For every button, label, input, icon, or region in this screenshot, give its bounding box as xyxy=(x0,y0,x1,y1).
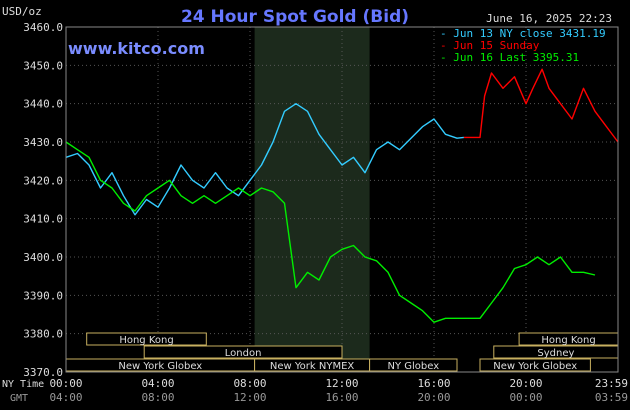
session-bar: London xyxy=(143,345,343,359)
session-bar: Hong Kong xyxy=(518,332,619,346)
y-tick-label: 3420.0 xyxy=(23,174,63,187)
x-tick-label-gmt: 20:00 xyxy=(417,391,450,404)
ny-time-label: NY Time xyxy=(2,379,44,390)
session-bar: Hong Kong xyxy=(86,332,207,346)
x-tick-label-gmt: 04:00 xyxy=(49,391,82,404)
x-tick-label-ny: 08:00 xyxy=(233,377,266,390)
y-tick-label: 3410.0 xyxy=(23,213,63,226)
x-tick-label-ny: 23:59 xyxy=(595,377,628,390)
gmt-label: GMT xyxy=(10,393,28,404)
nymex-session-shade xyxy=(254,27,370,372)
x-tick-label-ny: 20:00 xyxy=(509,377,542,390)
session-bar: NY Globex xyxy=(369,358,458,372)
session-label: London xyxy=(225,348,262,359)
session-label: NY Globex xyxy=(387,361,439,372)
y-tick-label: 3400.0 xyxy=(23,251,63,264)
x-tick-label-ny: 00:00 xyxy=(49,377,82,390)
x-tick-label-ny: 12:00 xyxy=(325,377,358,390)
session-label: New York Globex xyxy=(493,361,577,372)
legend-entry: - Jun 16 Last 3395.31 xyxy=(440,51,579,64)
session-bar: New York Globex xyxy=(479,358,591,372)
x-tick-label-gmt: 08:00 xyxy=(141,391,174,404)
session-box xyxy=(479,358,591,372)
session-label: Sydney xyxy=(537,348,574,359)
chart-title: 24 Hour Spot Gold (Bid) xyxy=(181,7,409,27)
y-axis-unit: USD/oz xyxy=(2,5,42,18)
legend-entry: - Jun 15 Sunday xyxy=(440,39,540,52)
legend: - Jun 13 NY close 3431.19- Jun 15 Sunday… xyxy=(440,27,606,64)
plot-frame xyxy=(65,26,619,373)
session-bar: New York NYMEX xyxy=(254,358,371,372)
session-bar: Sydney xyxy=(493,345,619,359)
watermark: www.kitco.com xyxy=(68,39,205,58)
y-tick-label: 3380.0 xyxy=(23,328,63,341)
x-tick-label-gmt: 12:00 xyxy=(233,391,266,404)
series-line xyxy=(65,141,596,323)
y-axis-labels: 3460.0 3450.0 3440.0 3430.0 3420.0 3410.0 3400… xyxy=(23,21,63,379)
session-label: Hong Kong xyxy=(119,335,173,346)
y-tick-label: 3390.0 xyxy=(23,289,63,302)
x-axis-labels: 00:00 04:00 08:00 12:00 16:00 20:00 23:5904:00… xyxy=(49,377,628,404)
x-tick-label-ny: 04:00 xyxy=(141,377,174,390)
price-series xyxy=(65,68,619,323)
y-tick-label: 3440.0 xyxy=(23,98,63,111)
session-bar: New York Globex xyxy=(65,358,256,372)
y-tick-label: 3370.0 xyxy=(23,366,63,379)
series-line xyxy=(65,103,464,216)
x-tick-label-gmt: 00:00 xyxy=(509,391,542,404)
session-label: New York NYMEX xyxy=(270,361,355,372)
series-line xyxy=(463,68,619,143)
legend-entry: - Jun 13 NY close 3431.19 xyxy=(440,27,606,40)
trading-sessions: Hong Kong London New York Globex New York N… xyxy=(65,332,619,372)
x-tick-label-gmt: 16:00 xyxy=(325,391,358,404)
y-tick-label: 3460.0 xyxy=(23,21,63,34)
session-box xyxy=(86,332,207,346)
session-label: New York Globex xyxy=(118,361,202,372)
y-tick-label: 3430.0 xyxy=(23,136,63,149)
session-label: Hong Kong xyxy=(541,335,595,346)
chart-timestamp: June 16, 2025 22:23 xyxy=(486,12,612,25)
session-box xyxy=(369,358,458,372)
session-box xyxy=(143,345,343,359)
x-tick-label-gmt: 03:59 xyxy=(595,391,628,404)
y-tick-label: 3450.0 xyxy=(23,59,63,72)
x-tick-label-ny: 16:00 xyxy=(417,377,450,390)
